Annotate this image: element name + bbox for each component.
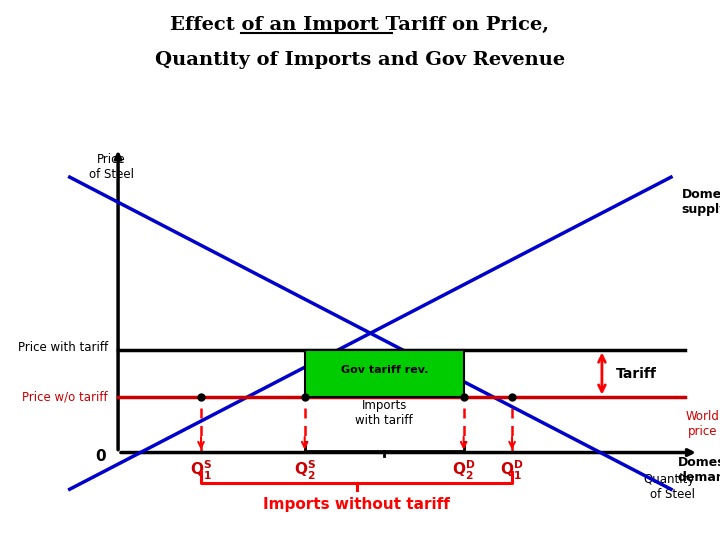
Text: $\mathbf{Q_2^S}$: $\mathbf{Q_2^S}$ [294,459,315,482]
Text: Tariff: Tariff [616,367,657,381]
Text: $\mathbf{Q_2^D}$: $\mathbf{Q_2^D}$ [452,459,475,482]
Text: Gov tariff rev.: Gov tariff rev. [341,365,428,375]
Text: Price with tariff: Price with tariff [17,341,108,354]
Text: Effect of an Import Tariff on Price,: Effect of an Import Tariff on Price, [171,16,549,34]
Text: Price w/o tariff: Price w/o tariff [22,391,108,404]
Text: Imports without tariff: Imports without tariff [263,497,450,511]
Text: Price
of Steel: Price of Steel [89,153,134,181]
Text: Imports
with tariff: Imports with tariff [356,399,413,427]
Text: Domestic
demand: Domestic demand [678,456,720,484]
Text: $\mathbf{Q_1^S}$: $\mathbf{Q_1^S}$ [190,459,212,482]
Text: Quantity of Imports and Gov Revenue: Quantity of Imports and Gov Revenue [155,51,565,69]
Text: World
price: World price [685,410,719,438]
Text: Quantity
of Steel: Quantity of Steel [644,472,696,501]
Text: 0: 0 [96,449,106,464]
Text: Domestic
supply: Domestic supply [681,188,720,216]
Bar [305,350,464,397]
Text: $\mathbf{Q_1^D}$: $\mathbf{Q_1^D}$ [500,459,523,482]
